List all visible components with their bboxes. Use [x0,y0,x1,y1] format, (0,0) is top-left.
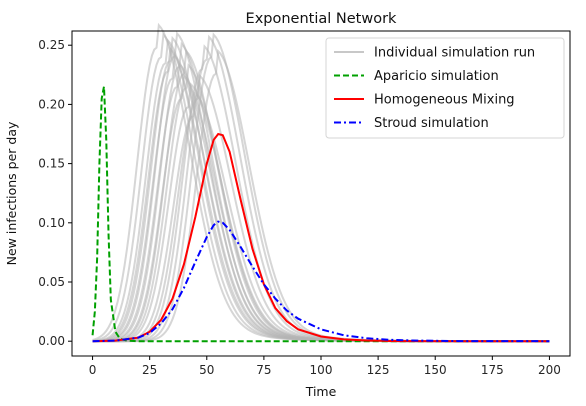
x-tick-label: 0 [89,363,97,377]
x-tick-label: 175 [481,363,504,377]
y-tick-label: 0.20 [38,97,65,111]
y-tick-label: 0.05 [38,275,65,289]
aparicio-simulation-line [91,86,550,343]
chart-title: Exponential Network [246,11,398,27]
x-tick-label: 50 [199,363,214,377]
legend-entry-label: Aparicio simulation [374,69,499,84]
legend-entry-label: Stroud simulation [374,116,489,131]
y-tick-label: 0.25 [38,38,65,52]
legend-box [325,37,565,139]
y-tick-label: 0.00 [38,334,65,348]
stroud-simulation-line [92,220,550,343]
x-tick-label: 125 [367,363,390,377]
x-tick-label: 100 [310,363,333,377]
homogeneous-mixing-line [92,132,550,343]
x-axis-label: Time [305,384,337,399]
y-tick-label: 0.15 [38,157,65,171]
legend-entry-label: Individual simulation run [374,46,535,61]
y-axis-label: New infections per day [4,121,19,265]
series-layer [91,86,550,343]
legend: Individual simulation run Aparicio simula… [325,37,565,139]
legend-entry-label: Homogeneous Mixing [374,93,515,108]
x-tick-label: 150 [424,363,447,377]
x-tick-label: 25 [142,363,157,377]
x-tick-label: 75 [256,363,271,377]
y-tick-label: 0.10 [38,216,65,230]
x-tick-label: 200 [538,363,561,377]
ticks-layer: 0 25 50 75 100 125 150 175 200 0.00 0.05 0.10 0.15 0.… [38,38,561,377]
